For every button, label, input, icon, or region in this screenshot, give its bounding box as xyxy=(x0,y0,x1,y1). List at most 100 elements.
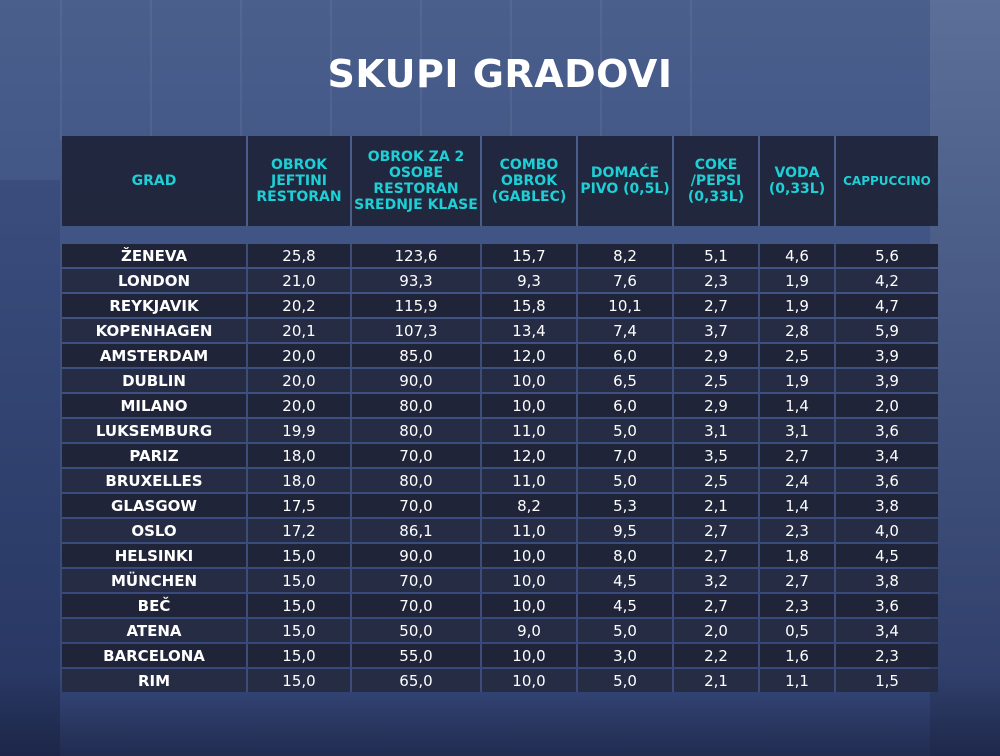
value-cell-obrok-jeftini: 20,0 xyxy=(248,394,352,417)
value-cell-cappuccino: 2,0 xyxy=(875,396,899,415)
city-name-cell: ATENA xyxy=(62,619,248,642)
city-name-cell: MILANO xyxy=(62,394,248,417)
table-row: HELSINKI 15,0 90,0 10,0 8,0 2,7 1,8 4,5 xyxy=(62,544,938,567)
table-row: OSLO 17,2 86,1 11,0 9,5 2,7 2,3 4,0 xyxy=(62,519,938,542)
value-cell-coke: 2,7 xyxy=(674,294,760,317)
page-title: SKUPI GRADOVI xyxy=(327,52,673,96)
value-cell-cappuccino: 5,9 xyxy=(875,321,899,340)
value-cell-combo: 10,0 xyxy=(482,369,578,392)
value-cell-combo: 12,0 xyxy=(482,344,578,367)
table-row: ŽENEVA 25,8 123,6 15,7 8,2 5,1 4,6 5,6 xyxy=(62,244,938,267)
value-cell-pivo: 6,0 xyxy=(578,394,674,417)
city-name-cell: GLASGOW xyxy=(62,494,248,517)
value-cell-coke: 2,9 xyxy=(674,344,760,367)
value-cell-obrok-jeftini: 18,0 xyxy=(248,444,352,467)
table-row: KOPENHAGEN 20,1 107,3 13,4 7,4 3,7 2,8 5,9 xyxy=(62,319,938,342)
value-cell-obrok-za-2: 93,3 xyxy=(352,269,482,292)
value-cell-pivo: 3,0 xyxy=(578,644,674,667)
value-cell-voda: 1,1 xyxy=(760,669,836,692)
value-cell-coke: 2,2 xyxy=(674,644,760,667)
column-header-grad: GRAD xyxy=(62,136,248,226)
price-table: GRAD OBROK JEFTINI RESTORAN OBROK ZA 2 O… xyxy=(62,136,938,694)
value-cell-combo: 10,0 xyxy=(482,569,578,592)
value-cell-pivo: 5,0 xyxy=(578,669,674,692)
column-header-combo: COMBO OBROK (GABLEC) xyxy=(482,136,578,226)
value-cell-coke: 2,9 xyxy=(674,394,760,417)
table-row: RIM 15,0 65,0 10,0 5,0 2,1 1,1 1,5 xyxy=(62,669,938,692)
table-row: BRUXELLES 18,0 80,0 11,0 5,0 2,5 2,4 3,6 xyxy=(62,469,938,492)
value-cell-pivo: 4,5 xyxy=(578,594,674,617)
value-cell-voda: 1,6 xyxy=(760,644,836,667)
value-cell-cappuccino: 3,6 xyxy=(875,421,899,440)
value-cell-cappuccino: 3,4 xyxy=(875,621,899,640)
value-cell-obrok-jeftini: 25,8 xyxy=(248,244,352,267)
value-cell-combo: 15,8 xyxy=(482,294,578,317)
table-row: PARIZ 18,0 70,0 12,0 7,0 3,5 2,7 3,4 xyxy=(62,444,938,467)
table-row: MÜNCHEN 15,0 70,0 10,0 4,5 3,2 2,7 3,8 xyxy=(62,569,938,592)
value-cell-obrok-jeftini: 17,2 xyxy=(248,519,352,542)
value-cell-pivo: 5,0 xyxy=(578,619,674,642)
value-cell-cappuccino: 5,6 xyxy=(875,246,899,265)
value-cell-pivo: 7,4 xyxy=(578,319,674,342)
value-cell-obrok-za-2: 90,0 xyxy=(352,544,482,567)
city-name-cell: BARCELONA xyxy=(62,644,248,667)
value-cell-voda: 1,8 xyxy=(760,544,836,567)
column-header-cappuccino: CAPPUCCINO xyxy=(843,174,931,188)
value-cell-coke: 2,1 xyxy=(674,669,760,692)
value-cell-combo: 11,0 xyxy=(482,519,578,542)
value-cell-pivo: 5,3 xyxy=(578,494,674,517)
value-cell-combo: 10,0 xyxy=(482,644,578,667)
value-cell-pivo: 6,0 xyxy=(578,344,674,367)
value-cell-cappuccino: 2,3 xyxy=(875,646,899,665)
value-cell-pivo: 7,0 xyxy=(578,444,674,467)
value-cell-combo: 10,0 xyxy=(482,669,578,692)
city-name-cell: KOPENHAGEN xyxy=(62,319,248,342)
value-cell-pivo: 9,5 xyxy=(578,519,674,542)
table-row: LONDON 21,0 93,3 9,3 7,6 2,3 1,9 4,2 xyxy=(62,269,938,292)
value-cell-cappuccino: 3,4 xyxy=(875,446,899,465)
value-cell-combo: 8,2 xyxy=(482,494,578,517)
value-cell-coke: 3,2 xyxy=(674,569,760,592)
value-cell-coke: 2,1 xyxy=(674,494,760,517)
value-cell-obrok-jeftini: 20,2 xyxy=(248,294,352,317)
value-cell-pivo: 8,2 xyxy=(578,244,674,267)
value-cell-coke: 2,5 xyxy=(674,469,760,492)
table-row: LUKSEMBURG 19,9 80,0 11,0 5,0 3,1 3,1 3,6 xyxy=(62,419,938,442)
value-cell-combo: 10,0 xyxy=(482,394,578,417)
table-row: GLASGOW 17,5 70,0 8,2 5,3 2,1 1,4 3,8 xyxy=(62,494,938,517)
table-row: AMSTERDAM 20,0 85,0 12,0 6,0 2,9 2,5 3,9 xyxy=(62,344,938,367)
value-cell-obrok-za-2: 70,0 xyxy=(352,494,482,517)
value-cell-cappuccino: 3,9 xyxy=(875,371,899,390)
value-cell-coke: 2,7 xyxy=(674,544,760,567)
value-cell-coke: 3,1 xyxy=(674,419,760,442)
city-name-cell: LONDON xyxy=(62,269,248,292)
value-cell-voda: 1,4 xyxy=(760,494,836,517)
value-cell-coke: 5,1 xyxy=(674,244,760,267)
city-name-cell: OSLO xyxy=(62,519,248,542)
value-cell-voda: 2,4 xyxy=(760,469,836,492)
table-header: GRAD OBROK JEFTINI RESTORAN OBROK ZA 2 O… xyxy=(62,136,938,226)
value-cell-cappuccino: 3,6 xyxy=(875,471,899,490)
value-cell-coke: 2,0 xyxy=(674,619,760,642)
value-cell-voda: 3,1 xyxy=(760,419,836,442)
value-cell-voda: 4,6 xyxy=(760,244,836,267)
table-row: BEČ 15,0 70,0 10,0 4,5 2,7 2,3 3,6 xyxy=(62,594,938,617)
value-cell-combo: 13,4 xyxy=(482,319,578,342)
table-body: ŽENEVA 25,8 123,6 15,7 8,2 5,1 4,6 5,6 LONDON 21,… xyxy=(62,244,938,692)
city-name-cell: AMSTERDAM xyxy=(62,344,248,367)
city-name-cell: PARIZ xyxy=(62,444,248,467)
value-cell-obrok-jeftini: 15,0 xyxy=(248,619,352,642)
value-cell-combo: 9,0 xyxy=(482,619,578,642)
city-name-cell: LUKSEMBURG xyxy=(62,419,248,442)
value-cell-obrok-za-2: 86,1 xyxy=(352,519,482,542)
table-row: BARCELONA 15,0 55,0 10,0 3,0 2,2 1,6 2,3 xyxy=(62,644,938,667)
value-cell-obrok-jeftini: 15,0 xyxy=(248,594,352,617)
value-cell-obrok-jeftini: 15,0 xyxy=(248,669,352,692)
value-cell-voda: 1,9 xyxy=(760,369,836,392)
value-cell-obrok-za-2: 115,9 xyxy=(352,294,482,317)
background-window xyxy=(60,0,760,140)
value-cell-obrok-za-2: 70,0 xyxy=(352,444,482,467)
value-cell-cappuccino: 1,5 xyxy=(875,671,899,690)
background-right-wall xyxy=(930,0,1000,756)
city-name-cell: ŽENEVA xyxy=(62,244,248,267)
